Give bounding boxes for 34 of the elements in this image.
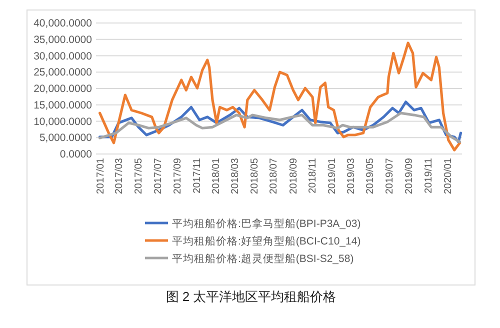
y-tick-label: 0.0000	[60, 148, 92, 160]
x-tick-label: 2017/01	[95, 158, 106, 194]
y-tick-label: 35,000.0000	[34, 34, 92, 46]
x-tick-label: 2017/09	[172, 158, 184, 194]
line-series	[98, 42, 462, 152]
x-tick-label: 2019/03	[346, 158, 357, 194]
y-tick-label: 20,000.0000	[34, 83, 92, 95]
y-tick-label: 40,000.0000	[34, 18, 92, 30]
y-tick-label: 25,000.0000	[34, 66, 92, 79]
x-tick-label: 2017/05	[133, 158, 144, 194]
x-tick-label: 2017/11	[192, 158, 203, 194]
x-tick-label: 2017/03	[114, 158, 126, 194]
y-tick-label: 30,000.0000	[34, 50, 92, 62]
legend-label: 平均租船价格:巴拿马型船(BPI-P3A_03)	[172, 217, 361, 230]
x-tick-label: 2019/11	[424, 158, 435, 194]
line-series	[98, 112, 462, 144]
x-tick-label: 2018/01	[211, 158, 222, 194]
x-tick-label: 2017/07	[152, 158, 164, 194]
legend-label: 平均租船价格:超灵便型船(BSI-S2_58)	[172, 253, 354, 265]
x-tick-label: 2018/11	[308, 158, 319, 194]
x-tick-label: 2020/01	[442, 158, 454, 194]
x-tick-label: 2018/09	[288, 158, 300, 194]
x-tick-label: 2019/05	[365, 158, 376, 194]
y-tick-label: 15,000.0000	[34, 99, 92, 112]
x-tick-label: 2018/07	[268, 158, 280, 194]
text: 图 2 太平洋地区平均租船价格	[166, 289, 336, 304]
x-tick-label: 2019/09	[404, 158, 416, 194]
x-tick-label: 2019/01	[327, 158, 338, 194]
x-tick-label: 2018/05	[249, 158, 260, 194]
y-tick-label: 10,000.0000	[34, 116, 92, 128]
legend-label: 平均租船价格:好望角型船(BCI-C10_14)	[172, 234, 361, 248]
x-tick-label: 2019/07	[384, 158, 396, 194]
y-tick-label: 5,000.0000	[39, 132, 92, 144]
x-tick-label: 2018/03	[230, 158, 241, 194]
